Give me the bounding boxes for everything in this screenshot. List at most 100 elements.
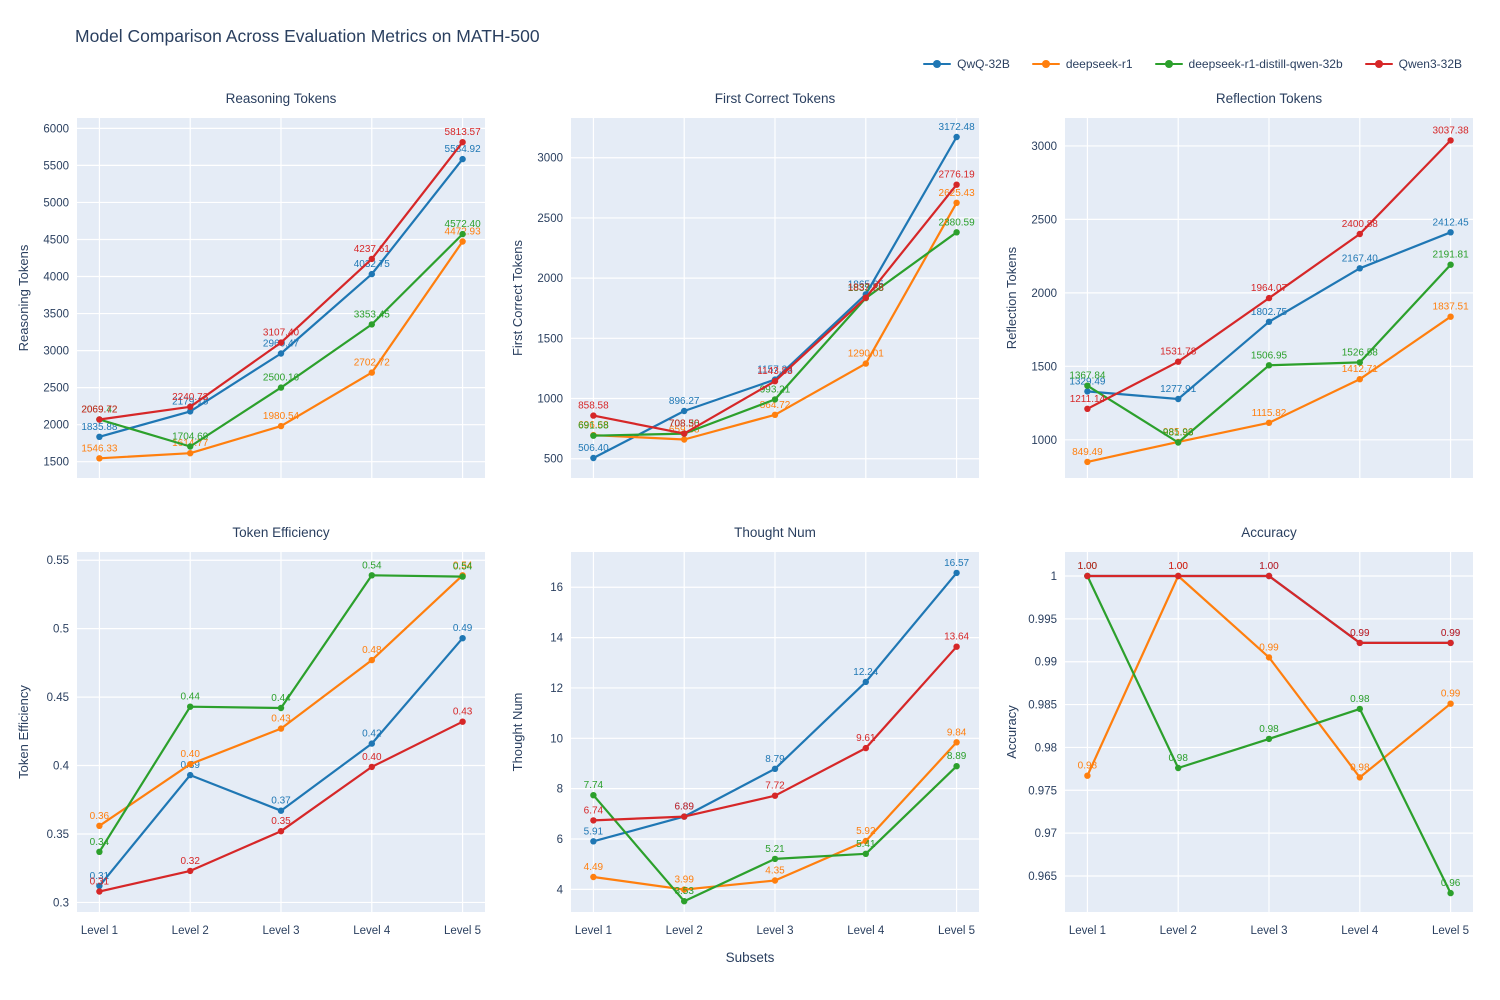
data-point[interactable] — [862, 837, 869, 845]
data-point[interactable] — [862, 850, 869, 857]
data-point[interactable] — [1356, 359, 1363, 366]
data-point[interactable] — [953, 569, 960, 577]
data-point[interactable] — [681, 430, 688, 437]
data-point[interactable] — [277, 704, 285, 712]
series-deepseek-r1-distill-qwen-32b[interactable]: 691.58 708.36 993.21 1833.88 2380.59 — [578, 217, 975, 439]
legend-item-deepseek-r1[interactable]: deepseek-r1 — [1031, 57, 1133, 71]
data-point[interactable] — [96, 822, 103, 829]
data-point[interactable] — [1447, 313, 1454, 320]
data-point[interactable] — [862, 744, 869, 752]
data-point[interactable] — [1265, 294, 1273, 302]
data-point[interactable] — [277, 422, 285, 430]
data-point[interactable] — [1084, 388, 1091, 395]
data-point[interactable] — [187, 450, 194, 457]
data-point[interactable] — [96, 848, 103, 855]
data-point[interactable] — [277, 339, 285, 346]
data-point[interactable] — [368, 572, 375, 579]
data-point[interactable] — [1175, 572, 1182, 580]
data-point[interactable] — [1265, 654, 1273, 661]
data-point[interactable] — [1356, 230, 1363, 238]
data-point[interactable] — [771, 396, 779, 403]
series-qwen3-32b[interactable]: 6.74 6.89 7.72 9.61 13.64 — [584, 632, 970, 824]
series-deepseek-r1[interactable]: 696.68 659.38 864.72 1290.01 2625.43 — [578, 188, 975, 443]
series-qwen3-32b[interactable]: 1211.14 1531.78 1964.07 2400.88 3037.38 — [1070, 125, 1469, 412]
data-point[interactable] — [96, 888, 103, 895]
data-point[interactable] — [1084, 405, 1091, 412]
data-point[interactable] — [1265, 318, 1273, 325]
data-point[interactable] — [96, 416, 103, 423]
data-point[interactable] — [1447, 261, 1454, 268]
data-point[interactable] — [187, 761, 194, 768]
legend-item-qwen3-32b[interactable]: Qwen3-32B — [1364, 57, 1462, 71]
data-point[interactable] — [277, 384, 285, 391]
data-point[interactable] — [1356, 705, 1363, 713]
data-point[interactable] — [459, 238, 466, 245]
data-point[interactable] — [1265, 572, 1273, 580]
data-point[interactable] — [459, 573, 466, 580]
data-point[interactable] — [368, 763, 375, 771]
legend-item-deepseek-r1-distill-qwen-32b[interactable]: deepseek-r1-distill-qwen-32b — [1154, 57, 1343, 71]
data-point[interactable] — [1084, 458, 1091, 466]
data-point[interactable] — [459, 139, 466, 146]
data-point[interactable] — [368, 270, 375, 278]
data-point[interactable] — [96, 882, 103, 890]
data-point[interactable] — [1265, 362, 1273, 369]
data-point[interactable] — [277, 828, 285, 835]
data-point[interactable] — [187, 403, 194, 410]
data-point[interactable] — [459, 718, 466, 725]
series-qwq-32b[interactable]: 1329.49 1277.91 1802.75 2167.40 2412.45 — [1069, 217, 1469, 403]
data-point[interactable] — [590, 838, 597, 845]
data-point[interactable] — [771, 411, 779, 418]
data-point[interactable] — [1356, 265, 1363, 272]
data-point[interactable] — [1265, 419, 1273, 426]
data-point[interactable] — [681, 813, 688, 820]
data-point[interactable] — [368, 656, 375, 664]
legend-item-qwq-32b[interactable]: QwQ-32B — [923, 57, 1010, 71]
series-qwen3-32b[interactable]: 0.31 0.32 0.35 0.40 0.43 — [90, 707, 473, 895]
data-point[interactable] — [1265, 735, 1273, 743]
series-deepseek-r1-distill-qwen-32b[interactable]: 7.74 3.53 5.21 5.41 8.89 — [584, 751, 967, 905]
data-point[interactable] — [771, 378, 779, 385]
data-point[interactable] — [368, 740, 375, 747]
data-point[interactable] — [368, 321, 375, 328]
series-deepseek-r1-distill-qwen-32b[interactable]: 0.34 0.44 0.44 0.54 0.54 — [90, 560, 473, 855]
data-point[interactable] — [862, 360, 869, 367]
data-point[interactable] — [771, 855, 779, 863]
data-point[interactable] — [590, 412, 597, 419]
data-point[interactable] — [187, 771, 194, 779]
data-point[interactable] — [681, 886, 688, 893]
data-point[interactable] — [681, 436, 688, 443]
data-point[interactable] — [590, 792, 597, 799]
data-point[interactable] — [459, 230, 466, 238]
data-point[interactable] — [277, 725, 285, 732]
series-qwen3-32b[interactable]: 1.00 1.00 1.00 0.99 0.99 — [1078, 561, 1461, 647]
data-point[interactable] — [1084, 572, 1091, 580]
data-point[interactable] — [1175, 764, 1182, 772]
data-point[interactable] — [1447, 137, 1454, 144]
data-point[interactable] — [277, 807, 285, 814]
data-point[interactable] — [1084, 382, 1091, 389]
data-point[interactable] — [1175, 358, 1182, 365]
series-deepseek-r1-distill-qwen-32b[interactable]: 1367.84 981.93 1506.95 1526.58 2191.81 — [1069, 250, 1469, 446]
data-point[interactable] — [1356, 376, 1363, 383]
data-point[interactable] — [771, 877, 779, 884]
data-point[interactable] — [1175, 395, 1182, 403]
data-point[interactable] — [1447, 639, 1454, 647]
data-point[interactable] — [862, 678, 869, 686]
data-point[interactable] — [459, 635, 466, 642]
data-point[interactable] — [277, 350, 285, 357]
data-point[interactable] — [953, 199, 960, 206]
series-deepseek-r1[interactable]: 4.49 3.99 4.35 5.92 9.84 — [584, 727, 967, 893]
data-point[interactable] — [590, 873, 597, 881]
data-point[interactable] — [771, 792, 779, 799]
data-point[interactable] — [953, 181, 960, 188]
data-point[interactable] — [953, 133, 960, 141]
data-point[interactable] — [681, 407, 688, 415]
data-point[interactable] — [681, 898, 688, 905]
data-point[interactable] — [1447, 889, 1454, 897]
data-point[interactable] — [96, 455, 103, 462]
data-point[interactable] — [96, 433, 103, 440]
data-point[interactable] — [1356, 774, 1363, 781]
data-point[interactable] — [187, 443, 194, 450]
series-qwen3-32b[interactable]: 858.58 708.50 1143.83 1837.28 2776.19 — [578, 170, 975, 437]
